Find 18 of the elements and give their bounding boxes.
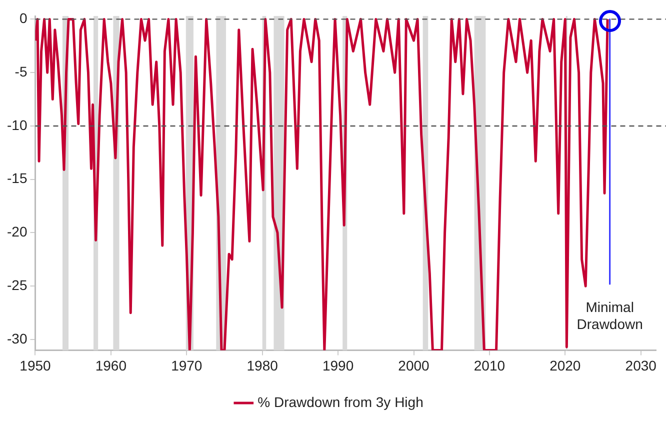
x-tick-label: 1970 — [171, 357, 202, 374]
x-tick-label: 1960 — [95, 357, 127, 374]
y-tick-label: -5 — [14, 63, 28, 80]
y-tick-label: -15 — [7, 170, 28, 186]
x-tick-label: 2030 — [625, 357, 657, 374]
annotation: Minimal Drawdown — [576, 298, 643, 332]
x-tick-label: 2010 — [474, 357, 506, 374]
x-tick-label: 2000 — [398, 357, 430, 374]
y-tick-label: 0 — [19, 10, 28, 26]
x-tick-label: 1980 — [246, 357, 278, 374]
legend-label: % Drawdown from 3y High — [258, 394, 424, 410]
y-tick-label: -25 — [7, 276, 28, 293]
x-tick-label: 2020 — [550, 357, 581, 374]
y-tick-label: -10 — [7, 116, 28, 133]
x-tick-label: 1990 — [322, 357, 354, 374]
y-tick-label: -30 — [7, 330, 28, 346]
y-tick-label: -20 — [7, 224, 28, 240]
x-tick-label: 1950 — [20, 357, 52, 374]
